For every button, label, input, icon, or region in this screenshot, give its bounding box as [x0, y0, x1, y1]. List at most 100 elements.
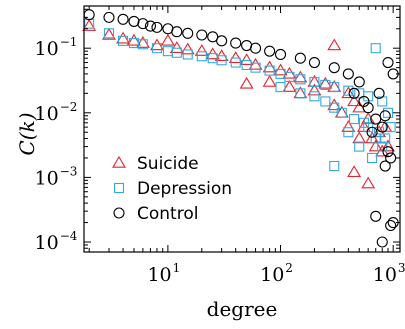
control-point — [376, 121, 388, 133]
control-point — [373, 87, 385, 99]
suicide-point — [239, 53, 254, 66]
depression-point — [358, 117, 369, 128]
suicide-point — [135, 35, 150, 48]
depression-point — [151, 43, 163, 54]
y-tick-label: 10−2 — [35, 100, 78, 125]
control-point — [379, 110, 391, 122]
depression-point — [196, 51, 207, 62]
suicide-point — [262, 74, 277, 87]
suicide-point — [352, 100, 367, 113]
control-point — [216, 35, 228, 47]
suicide-point — [381, 139, 395, 152]
depression-point — [382, 107, 394, 118]
control-legend-marker — [113, 207, 125, 219]
suicide-point — [352, 131, 367, 144]
control-point — [385, 152, 397, 164]
control-point — [103, 11, 115, 23]
suicide-point — [293, 70, 308, 83]
control-point — [294, 52, 306, 64]
depression-point — [84, 18, 95, 29]
control-point — [137, 18, 149, 30]
x-tick-label: 102 — [260, 261, 293, 286]
suicide-point — [102, 27, 116, 40]
control-point — [362, 102, 374, 114]
axes — [83, 5, 401, 253]
control-point — [264, 45, 276, 57]
control-point — [249, 42, 262, 54]
control-point — [353, 76, 365, 88]
depression-point — [380, 133, 391, 144]
x-axis-label: degree — [207, 297, 278, 321]
depression-point — [309, 76, 320, 88]
suicide-point — [368, 139, 383, 152]
plot-frame — [83, 5, 401, 253]
control-point — [385, 219, 397, 232]
legend-label: Control — [137, 204, 198, 224]
suicide-point — [194, 44, 209, 56]
control-point — [382, 56, 394, 69]
suicide-point — [341, 86, 356, 99]
legend-label: Suicide — [137, 154, 199, 174]
control-point — [328, 62, 340, 74]
control-point — [379, 160, 391, 172]
suicide-point — [127, 33, 141, 46]
depression-point — [275, 82, 286, 93]
depression-point — [329, 102, 340, 113]
suicide-point — [228, 51, 243, 63]
depression-point — [295, 74, 306, 85]
suicide-point — [116, 31, 131, 44]
depression-point — [354, 141, 365, 152]
depression-point — [171, 47, 182, 58]
suicide-point — [327, 38, 342, 51]
depression-point — [295, 88, 306, 99]
control-point — [83, 9, 95, 21]
control-point — [348, 87, 360, 99]
depression-point — [103, 28, 115, 39]
data-points — [82, 9, 399, 248]
suicide-point — [307, 83, 322, 96]
depression-point — [370, 43, 381, 54]
depression-point — [336, 107, 347, 118]
y-tick-label: 10−4 — [35, 229, 78, 254]
control-point — [358, 95, 370, 107]
y-tick-label: 10−1 — [35, 35, 78, 60]
control-point — [230, 37, 242, 49]
suicide-point — [150, 38, 164, 51]
suicide-point — [282, 80, 297, 92]
suicide-point — [327, 98, 342, 111]
depression-point — [284, 71, 295, 82]
suicide-point — [248, 57, 263, 70]
legend: Suicide Depression Control — [112, 154, 232, 224]
depression-point — [329, 82, 340, 93]
suicide-point — [82, 18, 97, 31]
control-point — [274, 48, 287, 61]
control-point — [366, 126, 378, 138]
depression-point — [182, 49, 193, 60]
suicide-point — [169, 41, 184, 53]
depression-point — [385, 122, 396, 133]
depression-point — [349, 114, 360, 125]
y-tick-label: 10−3 — [35, 164, 78, 189]
suicide-point — [282, 66, 297, 79]
y-axis-label: C(k) — [15, 112, 39, 155]
suicide-point — [160, 33, 175, 46]
y-tick-labels: 10−1 10−2 10−3 10−4 — [35, 35, 78, 254]
control-point — [117, 13, 129, 25]
depression-point — [329, 160, 340, 172]
depression-point — [367, 152, 378, 163]
depression-point — [343, 127, 354, 138]
depression-point — [250, 62, 261, 73]
depression-point — [320, 96, 331, 107]
depression-point — [343, 85, 354, 96]
suicide-point — [262, 60, 277, 73]
legend-label: Depression — [137, 179, 232, 199]
suicide-point — [361, 176, 376, 189]
control-point — [370, 113, 382, 125]
depression-point — [309, 91, 320, 102]
control-point — [342, 68, 354, 80]
x-tick-labels: 101 102 103 — [147, 261, 405, 286]
depression-point — [230, 57, 241, 68]
x-tick-label: 103 — [373, 261, 405, 286]
